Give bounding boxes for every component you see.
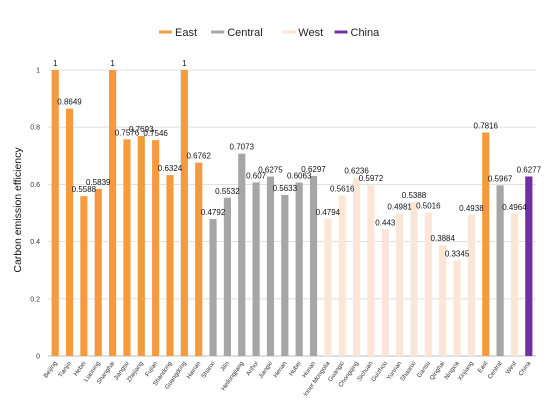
bar-shandong [166, 175, 174, 356]
bar-shanxi [209, 218, 217, 356]
bar-xinjiang [467, 214, 475, 356]
data-label-east: 0.7816 [474, 121, 499, 130]
bar-central [496, 185, 504, 356]
legend-label-central: Central [227, 27, 262, 39]
data-label-fujian: 0.7546 [143, 129, 168, 138]
bar-ningxia [453, 260, 461, 356]
data-label-shaanxi: 0.5388 [402, 191, 427, 200]
data-label-beijing: 1 [53, 59, 58, 68]
bar-guangdong [180, 70, 188, 356]
data-label-shanghai: 1 [110, 59, 115, 68]
data-label-xinjiang: 0.4938 [459, 204, 484, 213]
legend: East Central West China [159, 27, 380, 39]
data-label-guizhou: 0.443 [375, 218, 396, 227]
bar-shanghai [109, 70, 117, 356]
bar-henan [281, 194, 289, 356]
bar-beijing [51, 70, 59, 356]
data-label-central: 0.5967 [488, 174, 513, 183]
y-tick-label: 0 [36, 354, 40, 361]
data-label-guangdong: 1 [182, 59, 187, 68]
data-label-shandong: 0.6324 [158, 164, 183, 173]
data-label-tianjin: 0.8649 [57, 98, 82, 107]
bar-gansu [424, 212, 432, 356]
data-label-shanxi: 0.4792 [201, 208, 226, 217]
y-tick-label: 1 [36, 68, 40, 75]
data-label-ningxia: 0.3345 [445, 249, 470, 258]
bar-guizhou [381, 229, 389, 356]
category-label-henan: Henan [272, 360, 289, 379]
data-label-hunan: 0.6297 [301, 165, 326, 174]
data-label-jilin: 0.5532 [215, 187, 240, 196]
bar-hainan [195, 162, 203, 356]
data-label-henan: 0.5633 [273, 184, 298, 193]
bars [51, 70, 533, 356]
y-tick-label: 0.6 [30, 182, 40, 189]
category-label-china: China [517, 360, 532, 378]
category-label-east: East [477, 360, 490, 374]
bar-guangxi [338, 195, 346, 356]
bar-shaanxi [410, 201, 418, 356]
bar-fujian [152, 140, 160, 356]
data-label-hubei: 0.6063 [287, 172, 312, 181]
category-label-xinjiang: Xinjiang [457, 360, 476, 383]
bar-china [525, 176, 533, 356]
bar-heilongjiang [238, 153, 246, 356]
data-label-sichuan: 0.5972 [359, 174, 384, 183]
category-label-hainan: Hainan [185, 360, 202, 381]
data-label-west: 0.4964 [502, 203, 527, 212]
bar-zhejiang [137, 135, 145, 356]
data-label-anhui: 0.607 [246, 171, 267, 180]
bar-hunan [309, 175, 318, 356]
data-label-jiangsu: 0.7576 [115, 128, 140, 137]
bar-anhui [252, 182, 260, 356]
legend-label-china: China [351, 27, 381, 39]
data-label-china: 0.6277 [517, 165, 542, 174]
bar-west [510, 214, 519, 356]
bar-jiangxi [266, 176, 275, 356]
category-label-beijing: Beijing [42, 360, 59, 380]
y-axis-ticks: 0 0.2 0.4 0.6 0.8 1 [30, 68, 40, 361]
data-label-liaoning: 0.5839 [86, 178, 111, 187]
data-label-chongqing: 0.6236 [344, 167, 369, 176]
category-label-jiangxi: Jiangxi [257, 360, 274, 380]
bar-qinghai [439, 244, 447, 356]
legend-label-west: West [298, 27, 323, 39]
bar-hebei [80, 196, 88, 356]
category-label-west: West [504, 360, 518, 376]
data-label-inner-mongolia: 0.4794 [316, 208, 341, 217]
bar-liaoning [94, 189, 102, 356]
bar-tianjin [65, 108, 74, 356]
data-label-zhejiang: 0.7693 [129, 125, 154, 134]
y-tick-label: 0.8 [30, 125, 40, 132]
data-label-hainan: 0.6762 [186, 152, 211, 161]
bar-hubei [295, 182, 303, 356]
bar-east [482, 132, 490, 356]
bar-chongqing [353, 177, 361, 356]
category-label-central: Central [487, 360, 504, 380]
category-label-shanxi: Shanxi [200, 360, 217, 380]
data-label-jiangxi: 0.6275 [258, 166, 283, 175]
bar-yunnan [396, 213, 404, 356]
bar-sichuan [367, 185, 375, 356]
data-label-gansu: 0.5016 [416, 202, 441, 211]
y-tick-label: 0.4 [30, 239, 40, 246]
data-label-hebei: 0.5588 [72, 185, 97, 194]
category-label-jilin: Jilin [219, 360, 231, 373]
data-label-qinghai: 0.3884 [430, 234, 455, 243]
y-axis-title: Carbon emission efficiency [12, 147, 24, 273]
data-label-guangxi: 0.5616 [330, 184, 355, 193]
data-label-heilongjiang: 0.7073 [230, 143, 255, 152]
bar-jilin [223, 197, 231, 356]
bar-jiangsu [123, 139, 131, 356]
category-label-tianjin: Tianjin [57, 360, 73, 379]
data-label-yunnan: 0.4981 [387, 203, 412, 212]
legend-label-east: East [175, 27, 197, 39]
bar-inner-mongolia [324, 218, 332, 356]
y-tick-label: 0.2 [30, 296, 40, 303]
